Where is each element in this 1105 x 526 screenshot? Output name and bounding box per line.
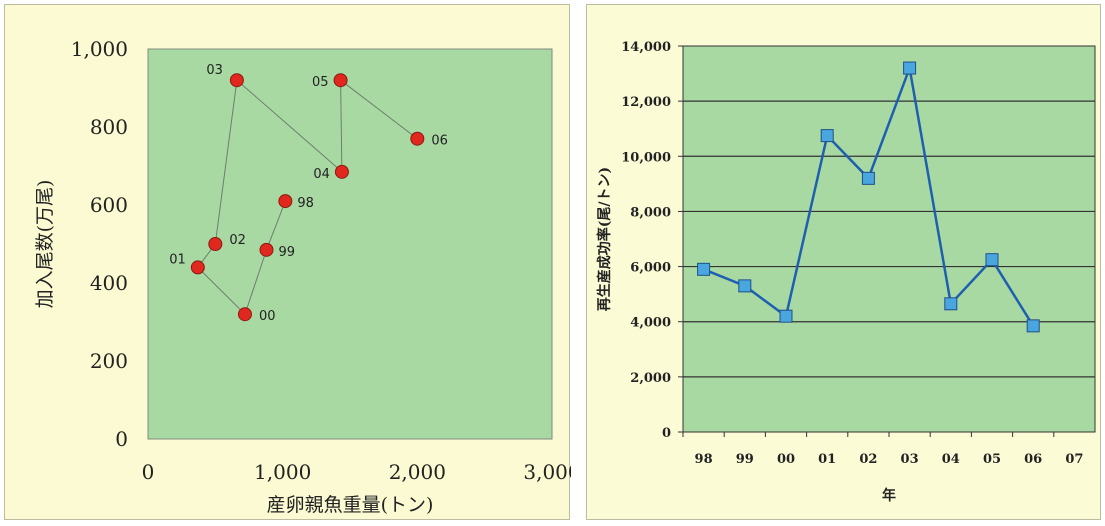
y-tick-label: 600: [90, 193, 128, 217]
scatter-chart: 02004006008001,00001,0002,0003,000産卵親魚重量…: [34, 37, 571, 516]
x-tick-label: 06: [1024, 452, 1042, 467]
data-point: [259, 242, 274, 257]
left-chart-panel: 02004006008001,00001,0002,0003,000産卵親魚重量…: [4, 4, 571, 520]
data-point: [333, 73, 348, 88]
data-point: [190, 260, 205, 275]
y-tick-label: 6,000: [630, 261, 671, 276]
data-point: [229, 73, 244, 88]
x-tick-label: 3,000: [523, 460, 571, 484]
data-point: [1026, 319, 1040, 333]
y-tick-label: 14,000: [621, 40, 671, 55]
data-point: [410, 131, 425, 146]
x-tick-label: 0: [142, 460, 155, 484]
y-tick-label: 0: [662, 426, 671, 441]
x-axis-title: 産卵親魚重量(トン): [267, 494, 434, 516]
x-tick-label: 07: [1065, 452, 1083, 467]
point-label: 01: [169, 252, 186, 267]
data-point: [208, 237, 223, 251]
y-axis-title: 再生産成功率(尾/トン): [596, 167, 613, 311]
y-tick-label: 4,000: [630, 316, 671, 331]
x-tick-label: 99: [736, 452, 754, 467]
x-tick-label: 2,000: [389, 460, 446, 484]
plot-area: [682, 45, 1096, 433]
data-point: [985, 253, 999, 267]
y-tick-label: 2,000: [630, 371, 671, 386]
point-label: 99: [279, 245, 296, 260]
data-point: [697, 262, 711, 276]
data-point: [861, 171, 875, 185]
data-point: [738, 279, 752, 293]
x-tick-label: 1,000: [254, 460, 311, 484]
x-tick-label: 05: [983, 452, 1001, 467]
y-tick-label: 200: [90, 349, 128, 373]
point-label: 02: [229, 233, 246, 248]
x-tick-label: 98: [695, 452, 713, 467]
data-point: [820, 129, 834, 143]
x-tick-label: 04: [942, 452, 960, 467]
point-label: 04: [313, 167, 330, 182]
y-axis-title: 加入尾数(万尾): [34, 180, 56, 309]
data-point: [278, 194, 293, 209]
point-label: 05: [312, 75, 329, 90]
data-point: [944, 297, 958, 311]
y-tick-label: 800: [90, 115, 128, 139]
y-tick-label: 400: [90, 271, 128, 295]
line-chart: 0 2,000 4,000 6,000 8,000 10,000 12,000 14,000 9…: [596, 40, 1096, 504]
x-tick-label: 01: [818, 452, 836, 467]
y-tick-label: 10,000: [621, 150, 671, 165]
y-tick-label: 8,000: [630, 205, 671, 220]
point-label: 03: [206, 63, 223, 78]
point-label: 06: [431, 134, 448, 149]
x-tick-label: 02: [859, 452, 877, 467]
data-point: [779, 309, 793, 323]
data-point: [237, 307, 252, 322]
x-tick-label: 03: [901, 452, 919, 467]
x-tick-label: 00: [777, 452, 795, 467]
y-tick-label: 12,000: [621, 95, 671, 110]
point-label: 00: [259, 309, 276, 324]
y-tick-label: 1,000: [71, 37, 128, 61]
y-tick-label: 0: [115, 427, 128, 451]
data-point: [903, 61, 917, 75]
right-chart-panel: 0 2,000 4,000 6,000 8,000 10,000 12,000 14,000 9…: [586, 4, 1101, 520]
data-point: [334, 164, 349, 179]
point-label: 98: [297, 196, 314, 211]
x-axis-title: 年: [882, 487, 896, 504]
